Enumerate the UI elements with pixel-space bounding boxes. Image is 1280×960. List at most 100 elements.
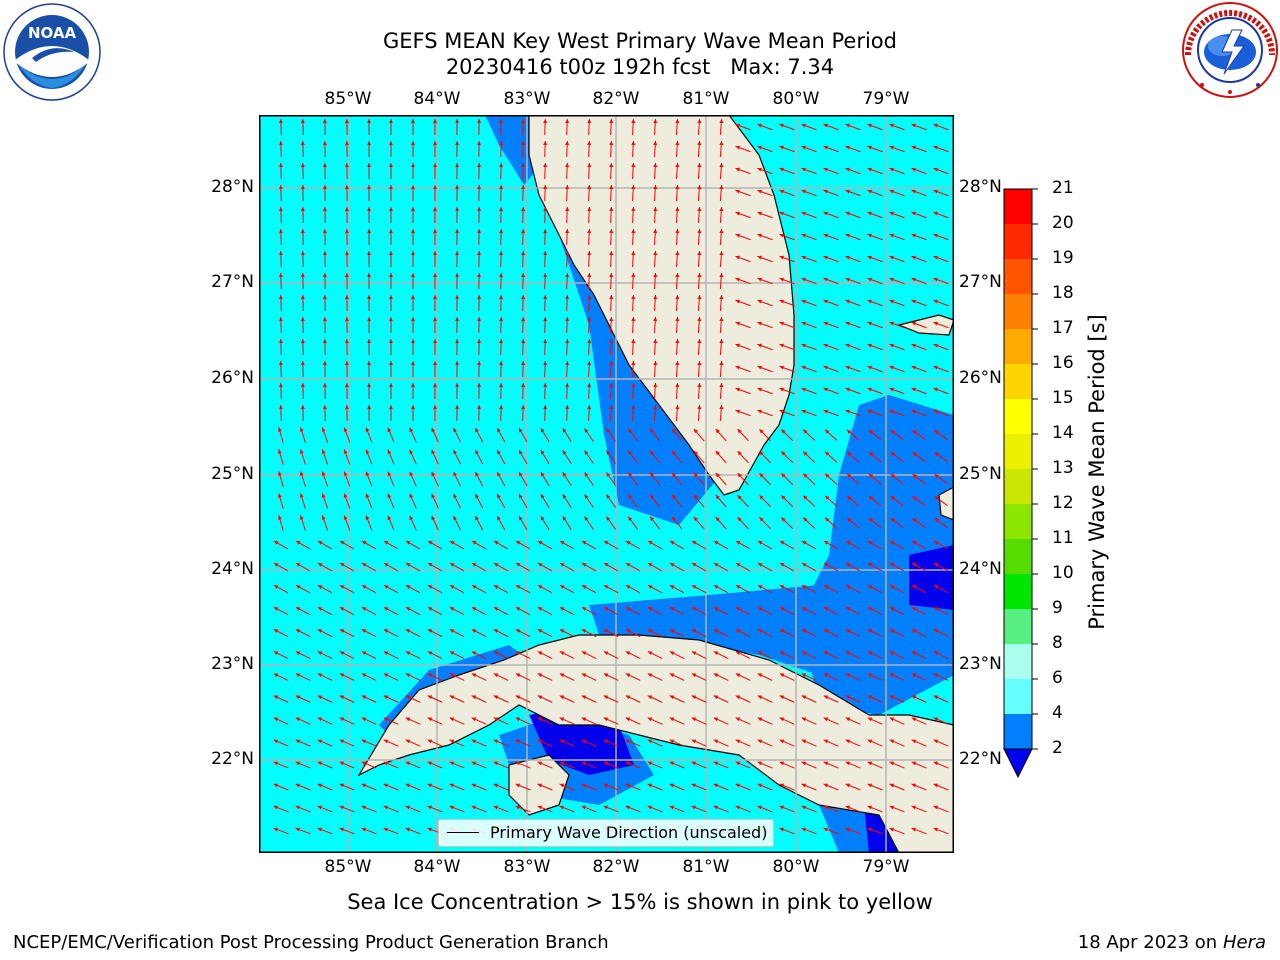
wave-arrow: [671, 472, 683, 486]
wave-arrow: [603, 651, 619, 659]
map-panel: [259, 114, 955, 854]
wave-arrow: [845, 343, 861, 351]
wave-arrow: [697, 294, 702, 312]
wave-arrow: [779, 189, 795, 197]
wave-arrow: [669, 739, 685, 747]
wave-arrow: [521, 228, 526, 246]
wave-arrow: [757, 651, 773, 659]
wave-arrow: [278, 206, 283, 224]
wave-arrow: [801, 123, 817, 131]
wave-arrow: [409, 515, 417, 531]
wave-arrow: [322, 184, 327, 202]
wave-arrow: [779, 673, 795, 681]
wave-arrow: [779, 628, 795, 638]
wave-arrow: [605, 516, 617, 530]
colorbar-tick-label: 19: [1052, 248, 1074, 268]
wave-arrow: [427, 783, 443, 791]
wave-arrow: [587, 360, 592, 378]
wave-arrow: [669, 540, 685, 550]
wave-arrow: [691, 717, 707, 725]
wave-arrow: [779, 739, 795, 747]
wave-arrow: [845, 365, 861, 373]
wave-arrow: [779, 409, 795, 417]
wave-arrow: [493, 783, 509, 791]
wave-arrow: [713, 540, 729, 550]
wave-arrow: [933, 343, 949, 351]
wave-arrow: [339, 805, 355, 813]
wave-arrow: [361, 717, 377, 725]
wave-arrow: [757, 584, 773, 594]
wave-arrow: [278, 184, 283, 202]
colorbar-segment: [1004, 224, 1032, 259]
wave-arrow: [433, 184, 438, 202]
wave-arrow: [299, 515, 306, 531]
wave-arrow: [845, 651, 861, 659]
wave-arrow: [653, 228, 658, 246]
wave-arrow: [697, 162, 702, 180]
wave-arrow: [405, 717, 421, 725]
wave-arrow: [449, 584, 465, 594]
wave-arrow: [867, 189, 883, 197]
wave-arrow: [344, 382, 349, 400]
wave-arrow: [691, 562, 707, 572]
wave-arrow: [675, 140, 680, 158]
wave-arrow: [317, 540, 333, 550]
wave-arrow: [537, 673, 553, 681]
wave-arrow: [559, 628, 575, 638]
wave-arrow: [631, 250, 636, 268]
wave-arrow: [411, 118, 416, 136]
wave-arrow: [366, 316, 371, 334]
wave-arrow: [299, 493, 306, 509]
wave-arrow: [295, 805, 311, 813]
wave-arrow: [912, 451, 926, 463]
wave-arrow: [565, 118, 570, 136]
colorbar-segment: [1004, 644, 1032, 679]
wave-arrow: [405, 695, 421, 703]
wave-arrow: [339, 628, 355, 638]
wave-arrow: [605, 428, 617, 442]
wave-arrow: [273, 805, 289, 813]
wave-arrow: [455, 294, 460, 312]
wave-arrow: [537, 584, 553, 594]
wave-arrow: [322, 272, 327, 290]
wave-arrow: [499, 360, 504, 378]
wave-arrow: [559, 717, 575, 725]
colorbar-scale: [1003, 188, 1038, 779]
wave-arrow: [277, 515, 284, 531]
colorbar-segment: [1004, 539, 1032, 574]
wave-arrow: [719, 382, 724, 400]
wave-arrow: [647, 651, 663, 659]
wave-arrow: [653, 360, 658, 378]
wave-arrow: [321, 515, 329, 531]
wave-arrow: [867, 387, 883, 395]
wave-arrow: [933, 277, 949, 285]
colorbar-tick-label: 4: [1052, 703, 1063, 723]
colorbar-segment: [1004, 469, 1032, 504]
wave-arrow: [339, 673, 355, 681]
wave-arrow: [757, 365, 773, 373]
wave-arrow: [383, 584, 399, 594]
colorbar-title-text: Primary Wave Mean Period [s]: [1085, 314, 1109, 630]
wave-arrow: [427, 651, 443, 659]
wave-arrow: [543, 250, 548, 268]
wave-arrow: [757, 145, 773, 153]
wave-arrow: [609, 184, 614, 202]
wave-arrow: [543, 404, 548, 422]
wave-arrow: [300, 338, 305, 356]
wave-arrow: [715, 450, 727, 464]
wave-arrow: [521, 360, 526, 378]
wave-arrow: [295, 761, 311, 769]
wave-arrow: [889, 761, 905, 769]
wave-arrow: [499, 294, 504, 312]
wave-arrow: [581, 540, 597, 550]
wave-arrow: [757, 255, 773, 263]
wave-arrow: [559, 805, 575, 813]
wave-arrow: [779, 277, 795, 285]
wave-arrow: [518, 471, 528, 487]
footer-host: Hera: [1222, 932, 1266, 953]
wave-arrow: [823, 387, 839, 395]
wave-arrow: [471, 562, 487, 572]
wave-arrow: [474, 449, 484, 465]
lat-tick-label: 28°N: [211, 177, 254, 197]
wave-arrow: [757, 540, 773, 550]
